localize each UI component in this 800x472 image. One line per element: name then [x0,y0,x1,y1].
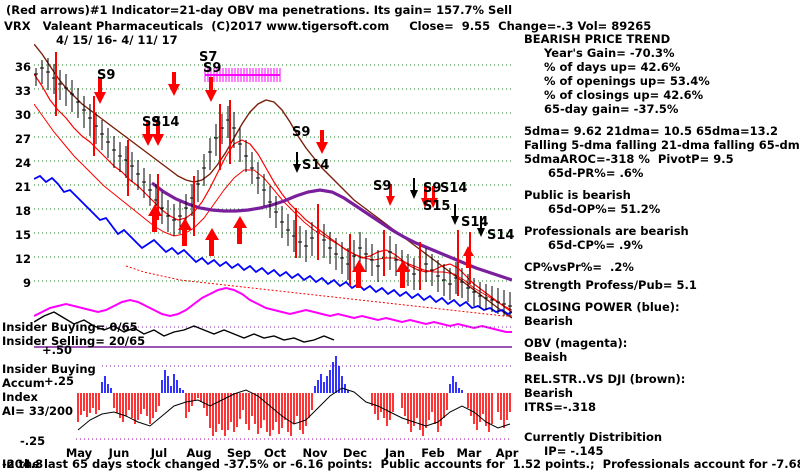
gain-65day-stat: 65-day gain= -37.5% [544,102,679,116]
relative-strength-heading: REL.STR..VS DJI (brown): [524,372,686,386]
lower-band-dotted-line [125,265,512,317]
indicator-headline: (Red arrows)#1 Indicator=21-day OBV ma p… [6,3,513,17]
insider-selling-count: Insider Selling= 20/65 [2,334,146,348]
price-axis: 36 33 30 27 24 21 18 15 12 9 [0,44,34,444]
price-chart-plot[interactable] [34,44,512,440]
annotation-s9: S9 [423,181,442,196]
index-label: Index [2,390,38,404]
price-tick: 18 [14,204,31,218]
ai-value-label: AI= 33/200 [2,404,74,418]
closing-power-line [34,174,512,316]
ip-value: IP= -.145 [544,444,604,458]
annotation-s7: S7 [199,50,218,65]
month-tick-mar: Mar [456,446,482,460]
closings-up-stat: % of closings up= 42.6% [544,88,704,102]
distribution-heading: Currently Distribition [524,430,663,444]
annotation-s9: S9 [373,179,392,194]
ticker-quote-line: VRX Valeant Pharmaceuticals (C)2017 www.… [4,19,652,33]
sell-arrow-down [94,72,438,208]
signal-bars [55,52,471,296]
month-tick-jan: Jan [384,446,406,460]
annotation-s14: S14 [152,115,180,130]
month-tick-aug: Aug [186,446,212,460]
dma-values-line: 5dma= 9.62 21dma= 10.5 65dma=13.2 [524,124,778,138]
date-range-label: 4/ 15/ 16- 4/ 11/ 17 [56,33,178,47]
ma-brown-line [34,44,512,319]
itrs-value: ITRS=-.318 [524,400,597,414]
annotation-s14: S14 [461,215,489,230]
cp-vs-pr-stat: CP%vsPr%= .2% [524,260,634,274]
accum-upper-value: +.50 [42,343,73,357]
days-up-stat: % of days up= 42.6% [544,60,681,74]
annotation-s14: S14 [487,228,515,243]
price-tick: 36 [14,60,31,74]
strength-prof-pub: Strength Profess/Pub= 5.1 [524,278,697,292]
price-bars [34,58,512,316]
relative-strength-value: Bearish [524,386,573,400]
price-tick: 24 [14,156,31,170]
price-tick: 27 [14,132,31,146]
annotation-s9: S9 [142,115,161,130]
panel-title: BEARISH PRICE TREND [524,32,671,46]
month-tick-may: May [65,446,93,460]
price-tick: 30 [14,108,31,122]
aroc-pivot-line: 5dmaAROC=-318 % PivotP= 9.5 [524,152,734,166]
annotation-s14: S14 [302,158,330,173]
obv-heading: OBV (magenta): [524,336,628,350]
openings-up-stat: % of openings up= 53.4% [544,74,710,88]
month-tick-jul: Jul [150,446,168,460]
month-tick-nov: Nov [302,446,328,460]
chart-canvas [34,44,512,440]
annotation-s9: S9 [292,125,311,140]
analysis-panel: BEARISH PRICE TREND Year's Gain= -70.3% … [520,32,800,458]
accum-index-line [34,311,335,343]
annotation-s9: S9 [97,68,116,83]
accum-label: Accum [2,376,45,390]
insider-buying-label: Insider Buying [2,362,96,376]
op65-stat: 65d-OP%= 51.2% [548,202,661,216]
annotation-s9: S9 [203,61,222,76]
price-tick: 15 [14,228,31,242]
ai-moving-average-line [77,387,511,431]
price-tick: 12 [14,252,31,266]
cp65-stat: 65d-CP%= .9% [548,238,643,252]
price-tick: 21 [14,180,31,194]
pr65-stat: 65d-PR%= .6% [548,166,644,180]
closing-power-value: Bearish [524,314,573,328]
month-tick-dec: Dec [342,446,368,460]
public-sentiment: Public is bearish [524,188,631,202]
ai-lower-value: -.25 [20,434,46,448]
ai-axis-low-label: -204.8 [2,457,44,471]
obv-line [34,286,512,333]
buy-arrow-up [148,204,474,288]
accum-mid-value: +.25 [44,374,75,388]
annotation-arrow-down [293,152,485,237]
month-tick-oct: Oct [263,446,287,460]
price-gridlines [34,64,512,282]
falling-dma-line: Falling 5-dma falling 21-dma falling 65-… [524,138,800,152]
obv-value: Beaish [524,350,568,364]
years-gain-stat: Year's Gain= -70.3% [544,46,675,60]
price-tick: 9 [22,276,31,290]
professional-sentiment: Professionals are bearish [524,224,689,238]
month-tick-feb: Feb [421,446,445,460]
month-tick-jun: Jun [108,446,130,460]
insider-buying-count: Insider Buying= 0/65 [2,320,138,334]
price-tick: 33 [14,84,31,98]
closing-power-heading: CLOSING POWER (blue): [524,300,680,314]
ma-purple-line [151,181,512,282]
month-tick-sep: Sep [226,446,252,460]
month-tick-apr: Apr [495,446,519,460]
annotation-s15: S15 [423,199,451,214]
annotation-s14: S14 [440,181,468,196]
ma-red-secondary-line [34,103,512,311]
summary-footer: In the last 65 days stock changed -37.5%… [2,457,800,471]
obv-penetration-zone [204,68,281,82]
ai-index-bars [77,356,511,436]
